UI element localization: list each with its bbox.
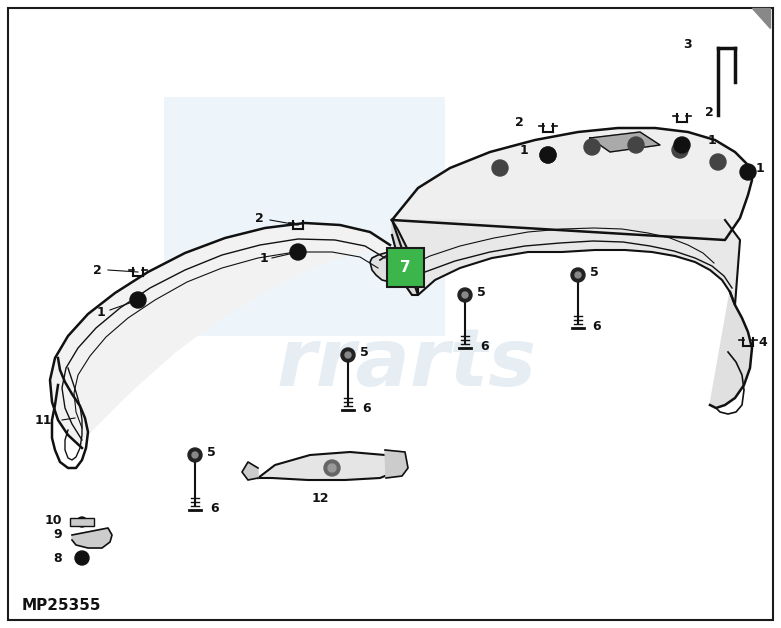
Text: 6: 6 [592, 320, 601, 332]
Circle shape [584, 139, 600, 155]
Circle shape [328, 464, 336, 472]
Text: 2: 2 [705, 106, 714, 119]
Text: 1: 1 [756, 161, 765, 175]
Circle shape [77, 517, 87, 527]
Text: 5: 5 [590, 266, 599, 278]
Polygon shape [392, 220, 418, 295]
Polygon shape [392, 220, 740, 305]
Text: 1: 1 [259, 251, 268, 264]
Polygon shape [242, 462, 258, 480]
Circle shape [740, 164, 756, 180]
Text: 3: 3 [683, 38, 692, 51]
Circle shape [290, 244, 306, 260]
Text: MP25355: MP25355 [22, 597, 102, 612]
Polygon shape [385, 450, 408, 478]
Polygon shape [370, 248, 410, 282]
Polygon shape [752, 8, 770, 28]
Polygon shape [392, 128, 752, 240]
Circle shape [192, 452, 198, 458]
Circle shape [462, 292, 468, 298]
Text: 6: 6 [362, 401, 371, 414]
Text: 9: 9 [53, 529, 62, 541]
Circle shape [710, 154, 726, 170]
Circle shape [571, 268, 585, 282]
Text: 1: 1 [519, 144, 528, 156]
Text: 1: 1 [96, 305, 105, 318]
Circle shape [628, 137, 644, 153]
Bar [70, 518, 94, 526]
Circle shape [540, 147, 556, 163]
Polygon shape [72, 528, 112, 548]
Text: 2: 2 [93, 264, 102, 276]
Circle shape [492, 160, 508, 176]
Text: 5: 5 [477, 286, 486, 298]
Text: 6: 6 [480, 340, 489, 352]
Polygon shape [258, 452, 400, 480]
Bar [387, 248, 424, 287]
Circle shape [345, 352, 351, 358]
Circle shape [674, 137, 690, 153]
Text: 5: 5 [360, 345, 369, 359]
Text: 11: 11 [34, 413, 52, 426]
Circle shape [324, 460, 340, 476]
Circle shape [458, 288, 472, 302]
Text: 8: 8 [53, 551, 62, 565]
Circle shape [575, 272, 581, 278]
Circle shape [130, 292, 146, 308]
Text: 5: 5 [207, 445, 216, 458]
Polygon shape [50, 223, 390, 448]
Circle shape [75, 551, 89, 565]
Text: 10: 10 [45, 514, 62, 526]
Circle shape [188, 448, 202, 462]
Text: 2: 2 [515, 116, 524, 129]
Text: 7: 7 [400, 260, 411, 275]
Circle shape [341, 348, 355, 362]
Text: rrarts: rrarts [276, 325, 536, 403]
Polygon shape [590, 132, 660, 152]
Text: 1: 1 [708, 134, 717, 146]
Polygon shape [710, 292, 752, 408]
Text: 2: 2 [255, 212, 264, 224]
Text: 6: 6 [210, 502, 219, 514]
Circle shape [540, 147, 556, 163]
Bar [164, 97, 445, 336]
Text: 12: 12 [312, 492, 329, 505]
Text: 4: 4 [758, 335, 767, 349]
Circle shape [672, 142, 688, 158]
